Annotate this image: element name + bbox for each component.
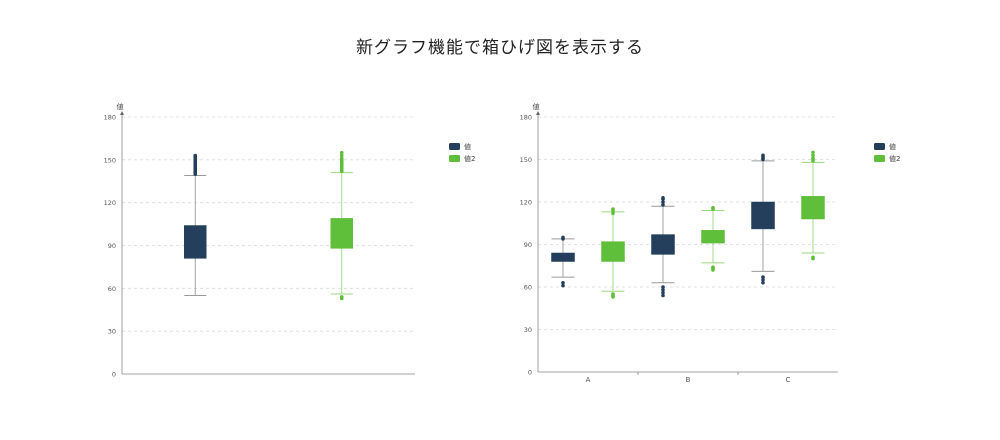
y-tick-label: 0	[528, 369, 532, 377]
legend-label: 値2	[889, 154, 900, 163]
box-iqr	[751, 201, 775, 230]
legend-label: 値	[464, 142, 471, 151]
box-iqr	[330, 218, 353, 249]
category-label: B	[686, 376, 691, 384]
outlier-point	[611, 211, 615, 216]
y-tick-label: 90	[108, 242, 116, 250]
y-axis-arrow	[536, 111, 540, 115]
y-axis-label: 値	[533, 102, 540, 111]
y-axis-label: 値	[117, 102, 124, 111]
outlier-point	[761, 275, 765, 279]
legend-label: 値	[889, 142, 896, 151]
outlier-point	[339, 153, 344, 158]
legend-swatch	[449, 155, 460, 162]
outlier-point	[611, 207, 615, 211]
y-tick-label: 120	[520, 199, 532, 207]
legend-label: 値2	[464, 154, 475, 163]
outlier-point	[661, 203, 665, 207]
outlier-point	[661, 293, 665, 298]
outlier-point	[761, 280, 765, 285]
y-axis-arrow	[120, 111, 124, 115]
outlier-point	[561, 283, 565, 288]
outlier-point	[761, 278, 765, 282]
outlier-point	[761, 153, 765, 158]
outlier-point	[611, 292, 615, 296]
outlier-point	[561, 280, 565, 285]
outlier-point	[661, 288, 665, 292]
y-tick-label: 90	[524, 241, 532, 249]
legend-swatch	[874, 143, 885, 150]
outlier-point	[811, 156, 815, 160]
box-iqr	[184, 225, 207, 259]
legend-swatch	[874, 155, 885, 162]
outlier-point	[811, 255, 815, 260]
category-label: A	[586, 376, 591, 384]
y-tick-label: 30	[108, 328, 116, 336]
y-tick-label: 0	[112, 371, 116, 379]
y-tick-label: 150	[104, 156, 116, 164]
y-tick-label: 120	[104, 199, 116, 207]
outlier-point	[661, 285, 665, 289]
outlier-point	[811, 153, 815, 158]
box-iqr	[701, 230, 725, 244]
y-tick-label: 150	[520, 156, 532, 164]
outlier-point	[193, 153, 198, 158]
y-tick-label: 180	[520, 114, 532, 122]
outlier-point	[661, 195, 665, 200]
outlier-point	[339, 150, 344, 155]
page-title: 新グラフ機能で箱ひげ図を表示する	[356, 38, 644, 58]
y-tick-label: 180	[104, 114, 116, 122]
y-tick-label: 30	[524, 326, 532, 334]
outlier-point	[561, 235, 565, 240]
y-tick-label: 60	[524, 284, 532, 292]
outlier-point	[339, 295, 344, 299]
outlier-point	[711, 265, 715, 269]
legend-swatch	[449, 143, 460, 150]
outlier-point	[661, 290, 665, 295]
outlier-point	[339, 156, 344, 161]
outlier-point	[711, 205, 715, 210]
category-label: C	[786, 376, 791, 384]
outlier-point	[661, 200, 665, 204]
outlier-point	[811, 150, 815, 155]
y-tick-label: 60	[108, 285, 116, 293]
